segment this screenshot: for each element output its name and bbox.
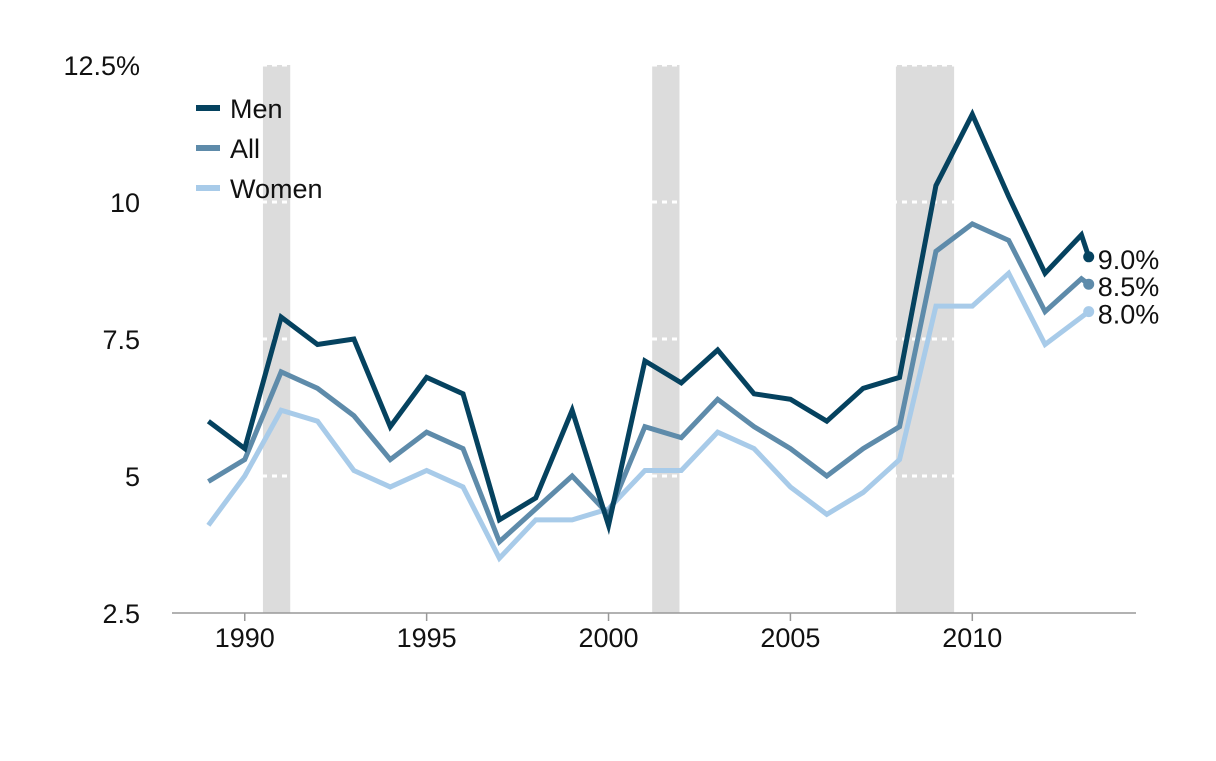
legend-label-men: Men — [230, 94, 283, 124]
series-line-men — [206, 108, 1092, 535]
end-marker-all — [1083, 278, 1095, 290]
gridlines — [172, 63, 1136, 478]
series-lines — [206, 108, 1092, 563]
x-tick-label: 2000 — [578, 623, 638, 653]
end-label-women: 8.0% — [1098, 300, 1160, 330]
y-tick-label: 12.5% — [63, 51, 140, 81]
legend-label-women: Women — [230, 174, 323, 204]
axes: 2.5 5 7.5 10 12.5% 1990 1995 2000 2005 2010 — [63, 51, 1136, 653]
y-tick-label: 2.5 — [102, 599, 140, 629]
series-line-women — [206, 269, 1091, 563]
x-tick-label: 1990 — [215, 623, 275, 653]
end-markers: 9.0%8.5%8.0% — [1083, 245, 1159, 330]
end-marker-men — [1083, 251, 1095, 263]
end-marker-women — [1083, 306, 1095, 318]
y-tick-label: 5 — [125, 462, 140, 492]
series-line-all — [207, 221, 1091, 547]
end-label-men: 9.0% — [1098, 245, 1160, 275]
x-tick-label: 2005 — [760, 623, 820, 653]
end-label-all: 8.5% — [1098, 272, 1160, 302]
y-tick-label: 7.5 — [102, 325, 140, 355]
x-tick-label: 1995 — [397, 623, 457, 653]
legend: Men All Women — [196, 94, 323, 204]
y-tick-label: 10 — [110, 188, 140, 218]
legend-label-all: All — [230, 134, 260, 164]
x-tick-label: 2010 — [942, 623, 1002, 653]
